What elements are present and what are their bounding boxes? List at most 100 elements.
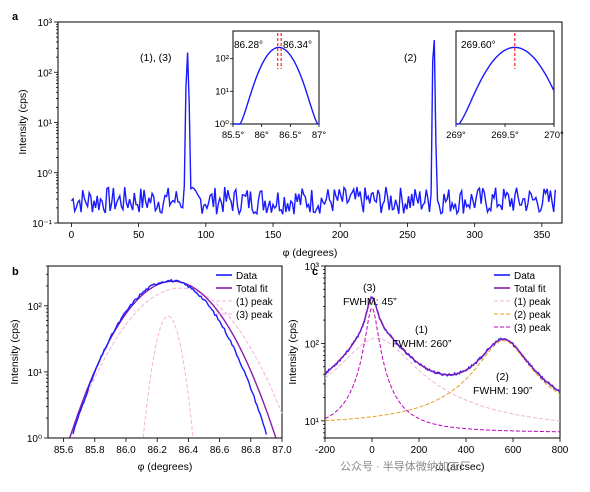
panel-b-xtick-label: 85.8	[85, 445, 105, 456]
panel-c-ylabel: Intensity (cps)	[287, 319, 299, 384]
panel-a-xtick-label: 100	[197, 230, 214, 241]
panel-c-xtick-label: 400	[458, 445, 475, 456]
panel-b-xtick-label: 87.0	[272, 445, 292, 456]
panel-c-legend-label: (1) peak	[514, 297, 552, 308]
panel-c-xticks: -200 0 200 400 600 800	[315, 438, 569, 456]
panel-a-ytick-label: 10²	[38, 68, 53, 79]
panel-a-ytick-label: 10⁻¹	[32, 219, 52, 230]
panel-c-xtick-label: 200	[411, 445, 428, 456]
panel-c-legend-label: (3) peak	[514, 323, 552, 334]
panel-c-lines	[324, 296, 561, 433]
panel-a-ylabel: Intensity (cps)	[17, 89, 29, 154]
inset-1-data-line	[233, 46, 319, 125]
panel-a-xtick-label: 350	[533, 230, 550, 241]
inset-2-ticks: 269° 269.5° 270°	[446, 124, 564, 141]
panel-b-legend-label: Total fit	[236, 284, 268, 295]
panel-b-lines	[69, 278, 283, 438]
panel-a-ytick-label: 10⁰	[37, 169, 52, 180]
panel-b-ytick-label: 10⁰	[27, 434, 42, 445]
panel-b-xtick-label: 86.2	[147, 445, 167, 456]
panel-c: c -200 0 200 400 600 800 10¹ 10² 10³ ω (arcsec)…	[287, 262, 569, 473]
panel-a-xtick-label: 250	[399, 230, 416, 241]
panel-b-ytick-label: 10¹	[28, 368, 43, 379]
panel-c-xtick-label: -200	[315, 445, 335, 456]
panel-b-legend-label: Data	[236, 271, 258, 282]
panel-b: b 85.6 85.8 86.0 86.2 86.4 86.6 86.8 87.0 10⁰10…	[9, 265, 292, 473]
panel-b-xlabel: φ (degrees)	[138, 461, 193, 473]
panel-b-ytick-label: 10²	[28, 302, 43, 313]
panel-b-xtick-label: 86.4	[179, 445, 199, 456]
panel-a-data-line	[70, 40, 556, 216]
panel-a-xtick-label: 50	[133, 230, 145, 241]
inset1-xtick-label: 86°	[254, 130, 269, 141]
inset1-xtick-label: 87°	[312, 130, 327, 141]
panel-b-yticks: 10⁰ 10¹ 10²	[27, 265, 48, 445]
panel-a-ytick-label: 10¹	[38, 119, 53, 130]
panel-c-annotation-2: (2)	[496, 371, 509, 383]
panel-c-series-1-peak	[324, 337, 561, 422]
panel-c-legend: Data Total fit (1) peak (2) peak (3) peak	[494, 271, 552, 334]
panel-b-xtick-label: 86.0	[116, 445, 136, 456]
panel-c-annotation-1: (1)	[415, 324, 428, 336]
panel-a: a 0 50 100 150 200 250 300 350 10⁻¹ 10⁰ 10¹ 10² 10³…	[12, 11, 564, 259]
panel-a-ytick-label: 10³	[38, 18, 53, 29]
panel-c-annotation-1-fwhm: FWHM: 260”	[392, 338, 452, 350]
panel-a-yticks: 10⁻¹ 10⁰ 10¹ 10² 10³	[32, 18, 58, 230]
panel-a-xticks: 0 50 100 150 200 250 300 350	[69, 223, 551, 241]
panel-c-xtick-label: 800	[552, 445, 569, 456]
panel-b-xtick-label: 86.6	[210, 445, 230, 456]
panel-a-inset-1: 85.5° 86° 86.5° 87° 10⁰ 10¹ 10² 86.28° 86.34°	[215, 30, 327, 141]
panel-c-legend-label: (2) peak	[514, 310, 552, 321]
panel-c-xtick-label: 0	[369, 445, 375, 456]
panel-c-annotation-2-fwhm: FWHM: 190”	[473, 385, 533, 397]
panel-c-yticks: 10¹ 10² 10³	[305, 262, 325, 439]
panel-b-series-1-peak	[69, 287, 283, 438]
panel-c-series-total-fit	[324, 296, 561, 393]
inset-2-annotation-269-60: 269.60°	[461, 40, 496, 51]
panel-b-label: b	[12, 266, 19, 278]
panel-b-legend-label: (1) peak	[236, 297, 274, 308]
panel-c-xtick-label: 600	[505, 445, 522, 456]
panel-a-xtick-label: 200	[332, 230, 349, 241]
watermark-text: 公众号 · 半导体微纳加工厂	[340, 459, 471, 473]
inset-1-frame	[232, 30, 320, 125]
panel-b-ylabel: Intensity (cps)	[9, 319, 21, 384]
inset-2-data-line	[456, 46, 555, 125]
panel-a-label: a	[12, 11, 19, 23]
panel-b-xtick-label: 86.8	[241, 445, 261, 456]
panel-b-xtick-label: 85.6	[54, 445, 74, 456]
inset-1-annotation-86-34: 86.34°	[283, 40, 312, 51]
panel-c-annotation-3-fwhm: FWHM: 45”	[343, 296, 397, 308]
inset2-xtick-label: 270°	[544, 130, 564, 141]
inset1-xtick-label: 85.5°	[222, 130, 244, 141]
inset-1-annotation-86-28: 86.28°	[234, 40, 263, 51]
panel-c-series-3-peak	[324, 307, 560, 433]
panel-b-xticks: 85.6 85.8 86.0 86.2 86.4 86.6 86.8 87.0	[54, 438, 292, 456]
panel-b-legend: Data Total fit (1) peak (3) peak	[216, 271, 274, 321]
inset2-xtick-label: 269°	[446, 130, 466, 141]
panel-a-peak-label-1-3: (1), (3)	[140, 52, 172, 64]
panel-c-series-2-peak	[324, 340, 561, 422]
panel-c-ytick-label: 10²	[305, 339, 320, 350]
panel-a-xlabel: φ (degrees)	[283, 247, 338, 259]
inset1-ytick-label: 10²	[215, 54, 229, 65]
panel-a-inset-2: 269° 269.5° 270° 269.60°	[446, 30, 564, 141]
panel-c-ytick-label: 10³	[305, 262, 320, 273]
panel-c-frame	[324, 265, 561, 439]
panel-c-ytick-label: 10¹	[305, 417, 320, 428]
inset1-xtick-label: 86.5°	[279, 130, 301, 141]
inset2-xtick-label: 269.5°	[491, 130, 519, 141]
panel-b-series-data	[72, 278, 268, 435]
panel-c-annotation-3: (3)	[363, 282, 376, 294]
inset1-ytick-label: 10⁰	[215, 119, 230, 130]
panel-c-xlabel: ω (arcsec)	[435, 461, 484, 473]
panel-a-xtick-label: 150	[265, 230, 282, 241]
panel-a-peak-label-2: (2)	[404, 52, 417, 64]
panel-a-xtick-label: 0	[69, 230, 75, 241]
panel-c-label: c	[312, 266, 318, 278]
panel-c-legend-label: Total fit	[514, 284, 546, 295]
panel-c-legend-label: Data	[514, 271, 536, 282]
inset1-ytick-label: 10¹	[215, 86, 229, 97]
panel-b-series-3-peak	[142, 315, 194, 438]
